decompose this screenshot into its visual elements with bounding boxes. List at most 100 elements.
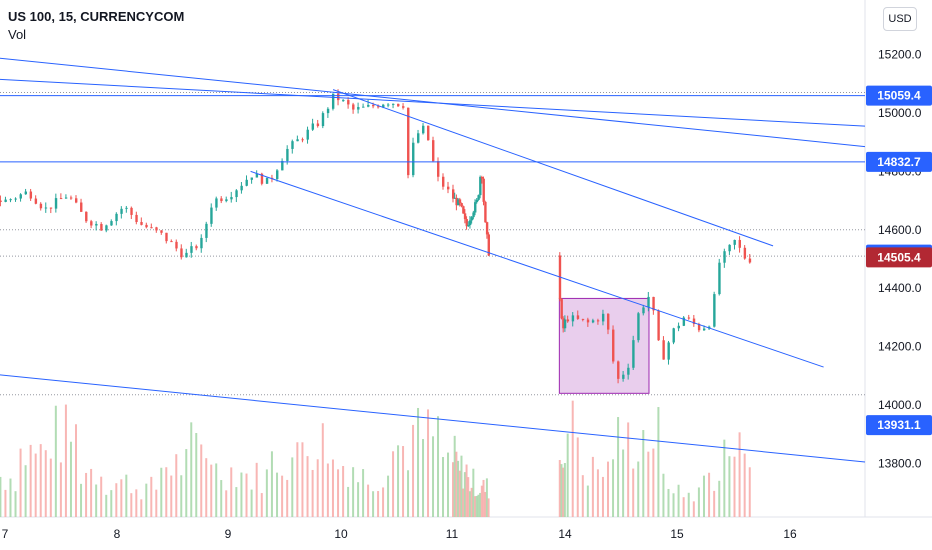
candle-body bbox=[687, 317, 691, 319]
y-tick-label: 14600.0 bbox=[878, 223, 922, 237]
volume-bar bbox=[367, 484, 370, 517]
candle-body bbox=[652, 296, 655, 311]
volume-bar bbox=[185, 449, 188, 517]
candle-body bbox=[632, 340, 635, 368]
candle-body bbox=[612, 329, 615, 362]
candle-body bbox=[347, 100, 350, 105]
candle-body bbox=[120, 208, 123, 214]
volume-bar bbox=[160, 467, 163, 517]
volume-bar bbox=[180, 475, 183, 517]
candle-body bbox=[230, 197, 233, 200]
candle-body bbox=[637, 313, 640, 341]
volume-bar bbox=[487, 498, 490, 517]
candle-body bbox=[326, 108, 330, 114]
volume-bar bbox=[9, 478, 12, 517]
candle-body bbox=[165, 232, 168, 242]
volume-bar bbox=[581, 475, 584, 517]
candle-body bbox=[29, 191, 33, 199]
volume-bar bbox=[125, 474, 128, 517]
volume-bar bbox=[362, 469, 365, 517]
volume-bar bbox=[472, 468, 475, 517]
candle-body bbox=[407, 107, 410, 176]
trend-line-1 bbox=[0, 57, 866, 148]
volume-bar bbox=[80, 483, 83, 517]
volume-bar bbox=[447, 452, 450, 517]
candle-body bbox=[195, 246, 198, 249]
candle-body bbox=[260, 173, 264, 184]
volume-bar bbox=[215, 463, 218, 517]
candle-body bbox=[718, 262, 721, 295]
volume-bar bbox=[480, 485, 483, 517]
volume-bar bbox=[462, 488, 465, 517]
volume-bar bbox=[697, 487, 700, 517]
volume-bar bbox=[586, 485, 589, 517]
candle-body bbox=[387, 104, 390, 106]
volume-bar bbox=[44, 450, 47, 517]
volume-bar bbox=[150, 476, 153, 517]
candle-body bbox=[34, 198, 38, 204]
volume-bar bbox=[321, 423, 324, 517]
volume-bar bbox=[637, 461, 640, 517]
volume-bar bbox=[34, 453, 37, 517]
volume-bar bbox=[728, 456, 731, 517]
volume-bar bbox=[347, 486, 350, 517]
candle-body bbox=[140, 222, 143, 225]
volume-bar bbox=[220, 480, 223, 517]
candle-body bbox=[657, 310, 660, 341]
candle-body bbox=[617, 361, 620, 379]
volume-bar bbox=[437, 416, 440, 517]
volume-bar bbox=[281, 475, 284, 517]
price-badge bbox=[866, 151, 932, 172]
candle-body bbox=[723, 251, 726, 263]
symbol-title[interactable]: US 100, 15, CURRENCYCOM bbox=[8, 9, 185, 24]
candle-body bbox=[733, 239, 736, 245]
x-tick-label: 7 bbox=[2, 527, 9, 541]
candle-body bbox=[135, 214, 138, 223]
y-tick-label: 14200.0 bbox=[878, 340, 922, 354]
volume-bar bbox=[576, 437, 579, 517]
x-tick-label: 8 bbox=[114, 527, 121, 541]
volume-bar bbox=[458, 470, 461, 517]
currency-button[interactable]: USD bbox=[883, 7, 917, 31]
candle-body bbox=[738, 239, 741, 248]
candle-body bbox=[472, 212, 475, 218]
volume-bar bbox=[372, 491, 375, 517]
candle-body bbox=[64, 197, 68, 199]
volume-bar bbox=[457, 460, 460, 517]
candle-body bbox=[337, 93, 340, 101]
candle-body bbox=[150, 227, 153, 229]
volume-bar bbox=[255, 462, 258, 517]
volume-bar bbox=[352, 467, 355, 517]
candle-body bbox=[402, 106, 405, 108]
volume-bar bbox=[460, 455, 463, 517]
candle-body bbox=[475, 199, 479, 203]
candle-body bbox=[566, 319, 570, 322]
candle-body bbox=[357, 107, 360, 110]
volume-bar bbox=[110, 490, 113, 517]
candle-body bbox=[422, 125, 425, 134]
candle-body bbox=[713, 294, 716, 327]
volume-bar bbox=[39, 444, 42, 517]
volume-bar bbox=[270, 451, 273, 517]
candle-body bbox=[470, 217, 474, 221]
candle-body bbox=[160, 230, 163, 233]
candle-body bbox=[75, 198, 78, 203]
volume-bar bbox=[316, 459, 319, 517]
candle-body bbox=[250, 177, 253, 180]
candle-body bbox=[468, 220, 472, 226]
volume-bar bbox=[245, 473, 248, 517]
volume-bar bbox=[29, 444, 32, 517]
trend-line-3 bbox=[250, 170, 824, 368]
volume-bar bbox=[412, 424, 415, 517]
volume-indicator-label[interactable]: Vol bbox=[8, 27, 27, 42]
volume-bar bbox=[455, 451, 458, 517]
candle-body bbox=[432, 140, 435, 162]
candle-body bbox=[49, 207, 53, 209]
volume-bar bbox=[692, 501, 695, 517]
volume-bar bbox=[687, 492, 690, 517]
volume-bar bbox=[4, 489, 7, 517]
price-badge-label: 14505.4 bbox=[877, 250, 921, 264]
volume-bar bbox=[617, 417, 620, 517]
volume-bar bbox=[708, 472, 711, 517]
